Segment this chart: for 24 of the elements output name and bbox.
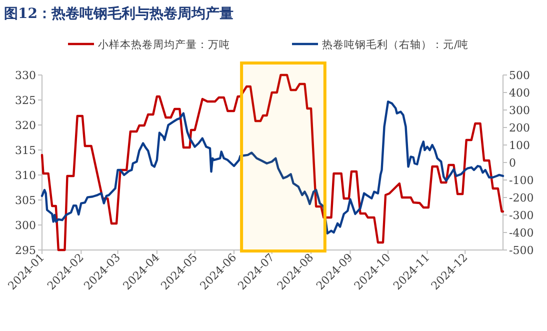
y2-tick-label: 200 — [509, 122, 530, 134]
y-tick-label: 310 — [15, 169, 36, 182]
y2-tick-label: 400 — [509, 86, 530, 100]
chart-title: 图12：热卷吨钢毛利与热卷周均产量 — [4, 5, 234, 22]
line-series — [40, 74, 504, 252]
y2-tick-label: -300 — [509, 209, 534, 222]
y2-tick-label: 300 — [509, 104, 530, 117]
y-tick-label: 315 — [15, 144, 36, 157]
y-tick-label: 330 — [15, 69, 36, 82]
y2-tick-label: 100 — [509, 139, 530, 152]
y2-tick-label: -500 — [509, 244, 534, 257]
y-tick-label: 320 — [15, 119, 36, 132]
legend-label: 热卷吨钢毛利（右轴）：元/吨 — [322, 38, 469, 51]
legend-label: 小样本热卷周均产量：万吨 — [98, 38, 230, 51]
y-tick-label: 295 — [15, 244, 36, 257]
y2-tick-label: 500 — [509, 69, 530, 82]
y2-tick-label: -100 — [509, 174, 534, 187]
y2-tick-label: -400 — [509, 226, 534, 240]
y2-tick-label: 0 — [509, 156, 516, 170]
line-series — [40, 100, 504, 234]
y-tick-label: 300 — [15, 219, 36, 232]
y-tick-label: 325 — [15, 94, 36, 107]
y-tick-label: 305 — [15, 194, 36, 207]
y2-tick-label: -200 — [509, 192, 534, 204]
